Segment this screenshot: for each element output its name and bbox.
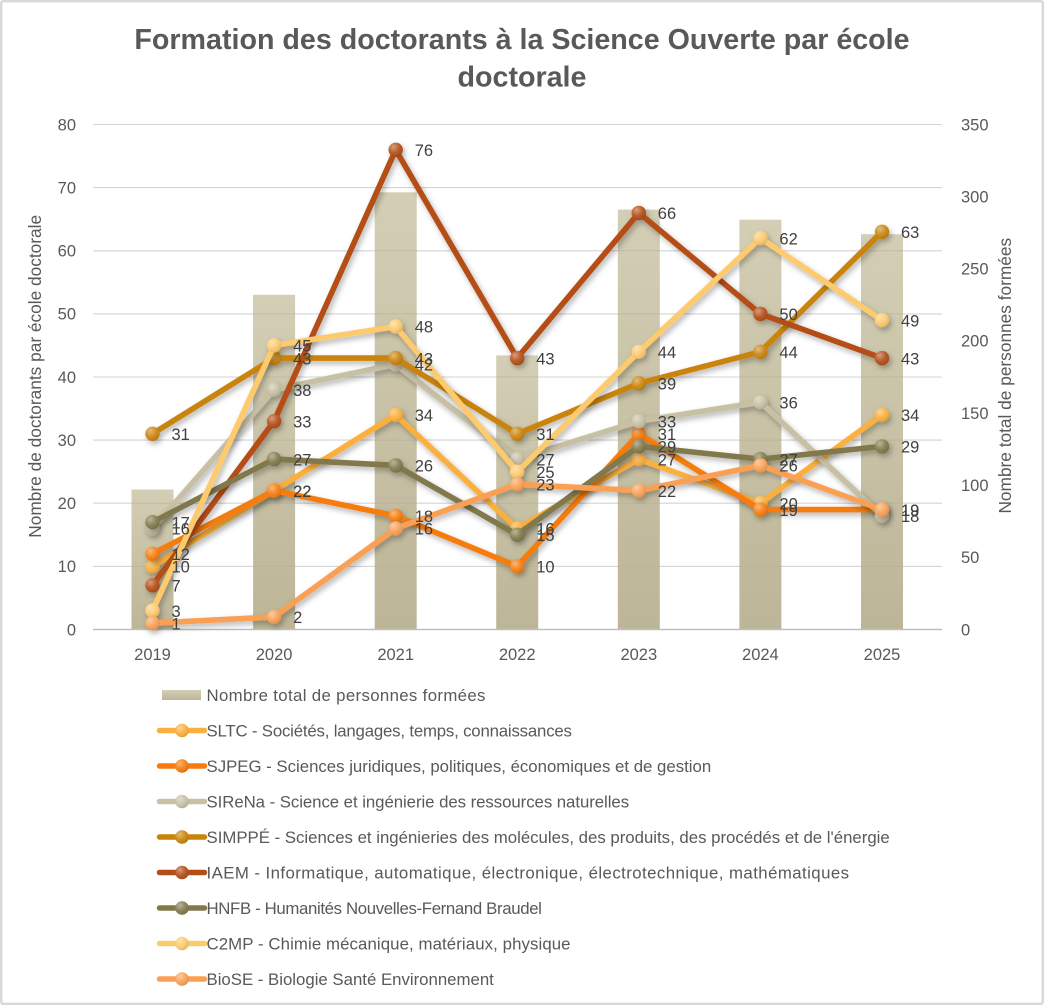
svg-text:Nombre de doctorants par école: Nombre de doctorants par école doctorale	[25, 215, 45, 538]
svg-text:doctorale: doctorale	[458, 62, 587, 94]
svg-text:150: 150	[961, 405, 989, 423]
svg-text:62: 62	[779, 230, 797, 248]
svg-text:2020: 2020	[256, 646, 293, 664]
svg-text:C2MP - Chimie mécanique, matér: C2MP - Chimie mécanique, matériaux, phys…	[207, 935, 571, 954]
svg-text:19: 19	[901, 502, 919, 520]
svg-text:50: 50	[779, 306, 797, 324]
svg-text:45: 45	[293, 338, 311, 356]
svg-text:SIMPPÉ - Sciences et ingénieri: SIMPPÉ - Sciences et ingénieries des mol…	[207, 828, 890, 847]
svg-text:38: 38	[293, 382, 311, 400]
svg-text:2024: 2024	[742, 646, 779, 664]
svg-text:SJPEG - Sciences juridiques, p: SJPEG - Sciences juridiques, politiques,…	[207, 757, 712, 776]
svg-text:22: 22	[293, 483, 311, 501]
svg-text:17: 17	[172, 514, 190, 532]
svg-text:2022: 2022	[499, 646, 536, 664]
svg-text:BioSE - Biologie Santé Environ: BioSE - Biologie Santé Environnement	[207, 970, 495, 989]
svg-text:0: 0	[961, 621, 970, 639]
svg-text:2025: 2025	[864, 646, 901, 664]
svg-text:29: 29	[901, 439, 919, 457]
svg-text:22: 22	[658, 483, 676, 501]
svg-text:SLTC - Sociétés, langages, tem: SLTC - Sociétés, langages, temps, connai…	[207, 722, 572, 741]
svg-text:HNFB - Humanités Nouvelles-Fer: HNFB - Humanités Nouvelles-Fernand Braud…	[207, 899, 542, 918]
svg-text:43: 43	[536, 350, 554, 368]
svg-text:30: 30	[58, 432, 76, 450]
svg-text:27: 27	[658, 451, 676, 469]
svg-text:23: 23	[536, 477, 554, 495]
svg-text:42: 42	[415, 357, 433, 375]
svg-text:20: 20	[58, 495, 76, 513]
svg-text:34: 34	[901, 407, 919, 425]
svg-text:25: 25	[536, 464, 554, 482]
svg-text:34: 34	[415, 407, 433, 425]
svg-text:39: 39	[658, 376, 676, 394]
svg-text:26: 26	[415, 458, 433, 476]
svg-text:19: 19	[901, 502, 919, 520]
svg-text:27: 27	[779, 451, 797, 469]
svg-text:63: 63	[901, 224, 919, 242]
svg-text:33: 33	[658, 413, 676, 431]
svg-text:12: 12	[172, 546, 190, 564]
svg-text:40: 40	[58, 369, 76, 387]
svg-text:2023: 2023	[620, 646, 657, 664]
svg-text:10: 10	[536, 559, 554, 577]
svg-text:50: 50	[961, 549, 979, 567]
svg-text:300: 300	[961, 188, 989, 206]
svg-text:Nombre total de personnes form: Nombre total de personnes formées	[207, 686, 486, 705]
svg-text:33: 33	[293, 413, 311, 431]
svg-text:3: 3	[172, 603, 181, 621]
svg-text:350: 350	[961, 116, 989, 134]
svg-text:7: 7	[172, 578, 181, 596]
svg-text:44: 44	[658, 344, 676, 362]
svg-text:50: 50	[58, 306, 76, 324]
svg-text:18: 18	[901, 508, 919, 526]
svg-text:22: 22	[293, 483, 311, 501]
svg-text:49: 49	[901, 312, 919, 330]
svg-text:200: 200	[961, 333, 989, 351]
svg-text:2021: 2021	[377, 646, 414, 664]
svg-text:31: 31	[658, 426, 676, 444]
svg-text:2019: 2019	[134, 646, 171, 664]
svg-text:16: 16	[536, 521, 554, 539]
svg-text:Formation des doctorants à la: Formation des doctorants à la Science Ou…	[134, 24, 909, 56]
svg-text:27: 27	[293, 451, 311, 469]
svg-text:2: 2	[293, 609, 302, 627]
svg-text:100: 100	[961, 477, 989, 495]
svg-text:29: 29	[658, 439, 676, 457]
svg-text:1: 1	[172, 615, 181, 633]
svg-text:19: 19	[779, 502, 797, 520]
svg-text:48: 48	[415, 319, 433, 337]
svg-text:80: 80	[58, 116, 76, 134]
svg-text:60: 60	[58, 243, 76, 261]
svg-text:76: 76	[415, 142, 433, 160]
svg-text:43: 43	[415, 350, 433, 368]
svg-text:Nombre total de personnes form: Nombre total de personnes formées	[995, 238, 1015, 514]
svg-text:31: 31	[536, 426, 554, 444]
svg-text:SIReNa - Science et ingénierie: SIReNa - Science et ingénierie des resso…	[207, 793, 630, 812]
svg-text:26: 26	[779, 458, 797, 476]
svg-text:16: 16	[415, 521, 433, 539]
svg-text:IAEM - Informatique, automatiq: IAEM - Informatique, automatique, électr…	[207, 864, 850, 883]
svg-text:36: 36	[779, 394, 797, 412]
svg-text:66: 66	[658, 205, 676, 223]
svg-text:10: 10	[172, 559, 190, 577]
svg-text:43: 43	[901, 350, 919, 368]
svg-text:70: 70	[58, 179, 76, 197]
svg-text:31: 31	[172, 426, 190, 444]
svg-text:20: 20	[779, 495, 797, 513]
svg-text:10: 10	[58, 558, 76, 576]
svg-text:43: 43	[293, 350, 311, 368]
svg-text:44: 44	[779, 344, 797, 362]
svg-text:250: 250	[961, 261, 989, 279]
svg-text:27: 27	[536, 451, 554, 469]
svg-text:16: 16	[172, 521, 190, 539]
svg-text:18: 18	[415, 508, 433, 526]
svg-text:0: 0	[67, 621, 76, 639]
svg-text:15: 15	[536, 527, 554, 545]
